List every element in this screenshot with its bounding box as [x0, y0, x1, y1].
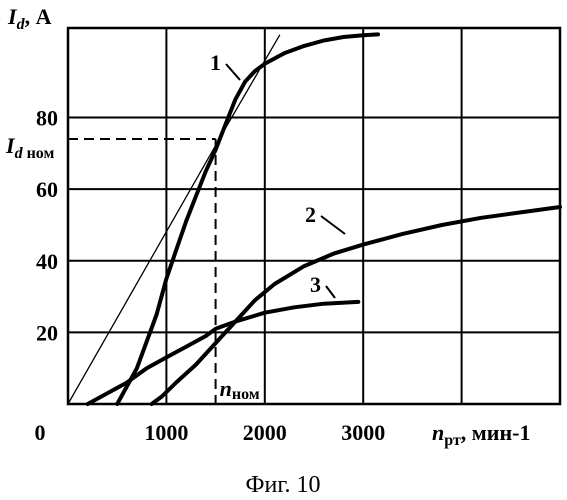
y-tick-label: 80 [36, 106, 58, 131]
curve-label-leader-2 [321, 216, 345, 234]
curve-label-3: 3 [310, 272, 321, 297]
x-tick-label: 1000 [144, 420, 188, 445]
x-tick-label: 3000 [341, 420, 385, 445]
label-n-nom: nном [220, 376, 260, 403]
x-axis-label: nрт, мин-1 [432, 420, 530, 449]
curve-2 [152, 207, 560, 404]
x-tick-label: 0 [35, 420, 46, 445]
label-id-nom: Id ном [5, 133, 54, 162]
y-axis-label: Id, А [7, 4, 52, 33]
curve-label-1: 1 [210, 50, 221, 75]
y-tick-label: 40 [36, 249, 58, 274]
y-tick-label: 60 [36, 177, 58, 202]
labels: 1 2 3 80 60 40 20 0 1000 2000 3000 Id, А nрт, мин-1 I… [5, 4, 530, 498]
curve-label-leader-3 [326, 286, 335, 298]
figure-caption: Фиг. 10 [246, 472, 321, 498]
curve-label-leader-1 [226, 64, 240, 80]
y-tick-label: 20 [36, 320, 58, 345]
x-tick-label: 2000 [243, 420, 287, 445]
curve-label-2: 2 [305, 202, 316, 227]
tangent-line [68, 35, 280, 404]
